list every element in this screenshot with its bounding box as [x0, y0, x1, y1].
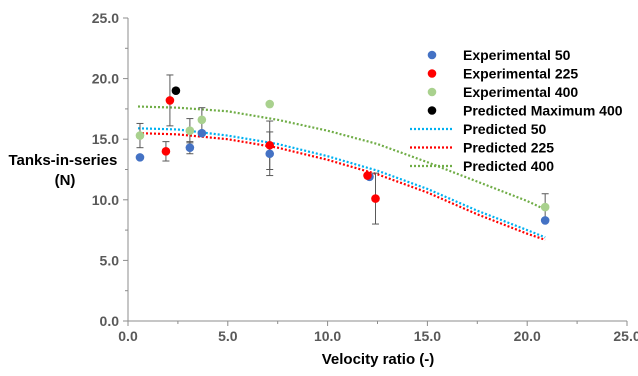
y-tick-label: 10.0 [92, 192, 119, 208]
axes: 0.0 5.0 10.0 15.0 20.0 25.0 0.0 5.0 10.0 15.0 20.0… [92, 10, 638, 344]
plot-area [135, 74, 550, 241]
y-axis-title: Tanks-in-series (N) [8, 152, 121, 189]
y-axis-title-line-2: (N) [55, 172, 76, 189]
legend-marker [427, 50, 437, 60]
data-point [171, 86, 181, 96]
legend-marker [427, 87, 437, 97]
x-tick-label: 25.0 [613, 328, 638, 344]
data-point [135, 131, 145, 140]
data-point [165, 96, 175, 105]
data-point [265, 140, 275, 150]
legend: Experimental 50 Experimental 225 Experimen… [410, 47, 623, 174]
y-tick-label: 15.0 [92, 131, 119, 147]
legend-label: Predicted 400 [463, 158, 554, 174]
y-tick-label: 0.0 [100, 313, 120, 329]
series-line [137, 105, 546, 211]
data-point [185, 143, 195, 152]
data-point [540, 216, 550, 225]
x-tick-label: 10.0 [314, 328, 341, 344]
x-tick-label: 5.0 [218, 328, 238, 344]
data-point [197, 128, 207, 138]
data-point [185, 126, 195, 136]
legend-label: Experimental 225 [463, 66, 578, 82]
data-point [265, 99, 275, 109]
legend-label: Predicted 50 [463, 121, 546, 137]
data-point [540, 202, 550, 212]
x-tick-label: 15.0 [414, 328, 441, 344]
x-axis-title: Velocity ratio (-) [322, 351, 435, 368]
x-tick-label: 0.0 [118, 328, 138, 344]
x-tick-label: 20.0 [514, 328, 541, 344]
legend-marker [427, 69, 437, 78]
data-point [135, 153, 145, 162]
legend-label: Experimental 50 [463, 47, 571, 63]
y-tick-label: 20.0 [92, 71, 119, 87]
data-point [363, 171, 372, 180]
data-point [197, 115, 207, 125]
legend-label: Predicted Maximum 400 [463, 103, 623, 119]
data-point [265, 149, 275, 159]
y-axis-title-line-1: Tanks-in-series [8, 152, 117, 169]
legend-label: Predicted 225 [463, 140, 554, 156]
data-point [371, 194, 380, 203]
data-point [161, 147, 171, 156]
legend-marker [427, 106, 437, 115]
y-tick-label: 25.0 [92, 10, 119, 26]
legend-label: Experimental 400 [463, 84, 578, 100]
y-tick-label: 5.0 [100, 252, 120, 268]
